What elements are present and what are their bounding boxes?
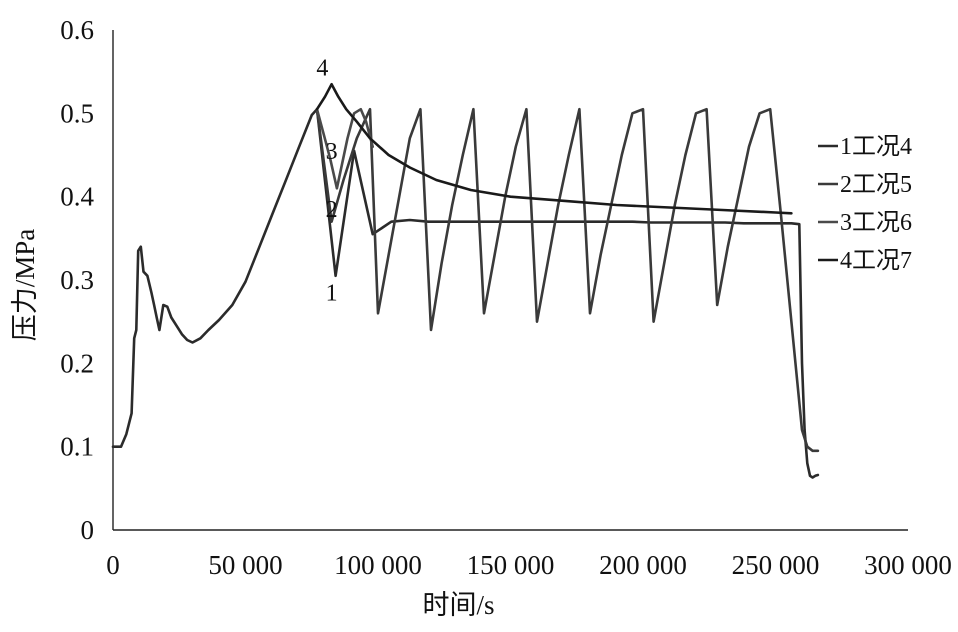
y-tick-label: 0.5 bbox=[60, 98, 94, 128]
x-tick-labels: 0 50 000 100 000 150 000 200 000 250 000 300 0… bbox=[106, 550, 952, 580]
curve-label-2: 2 bbox=[326, 197, 338, 223]
axes bbox=[112, 30, 908, 531]
y-axis-title: 压力/MPa bbox=[10, 229, 40, 342]
y-tick-label: 0.3 bbox=[60, 265, 94, 295]
legend-label-3: 3工况6 bbox=[840, 210, 912, 236]
legend: 1工况4 2工况5 3工况6 4工况7 bbox=[818, 134, 912, 274]
x-tick-label: 150 000 bbox=[467, 550, 555, 580]
x-tick-label: 0 bbox=[106, 550, 120, 580]
series-line-1 bbox=[111, 107, 820, 479]
curve-labels: 1 2 3 4 bbox=[316, 56, 337, 307]
y-tick-label: 0.4 bbox=[60, 182, 94, 212]
series-layer bbox=[111, 82, 820, 479]
series-line-4 bbox=[315, 82, 793, 215]
y-tick-labels: 0 0.1 0.2 0.3 0.4 0.5 0.6 bbox=[60, 15, 94, 545]
curve-label-4: 4 bbox=[316, 56, 328, 82]
x-tick-label: 250 000 bbox=[732, 550, 820, 580]
x-axis-title: 时间/s bbox=[422, 590, 494, 620]
legend-label-4: 4工况7 bbox=[840, 248, 912, 274]
x-tick-label: 200 000 bbox=[599, 550, 687, 580]
y-tick-label: 0.6 bbox=[60, 15, 94, 45]
series-line-2 bbox=[315, 107, 820, 453]
curve-label-3: 3 bbox=[326, 139, 338, 165]
series-line-3 bbox=[315, 107, 375, 190]
y-tick-label: 0 bbox=[81, 515, 95, 545]
x-tick-label: 100 000 bbox=[334, 550, 422, 580]
legend-label-2: 2工况5 bbox=[840, 172, 912, 198]
curve-label-1: 1 bbox=[326, 281, 338, 307]
y-tick-label: 0.2 bbox=[60, 348, 94, 378]
x-tick-label: 50 000 bbox=[208, 550, 282, 580]
x-tick-label: 300 000 bbox=[864, 550, 952, 580]
legend-label-1: 1工况4 bbox=[840, 134, 912, 160]
y-tick-label: 0.1 bbox=[60, 432, 94, 462]
